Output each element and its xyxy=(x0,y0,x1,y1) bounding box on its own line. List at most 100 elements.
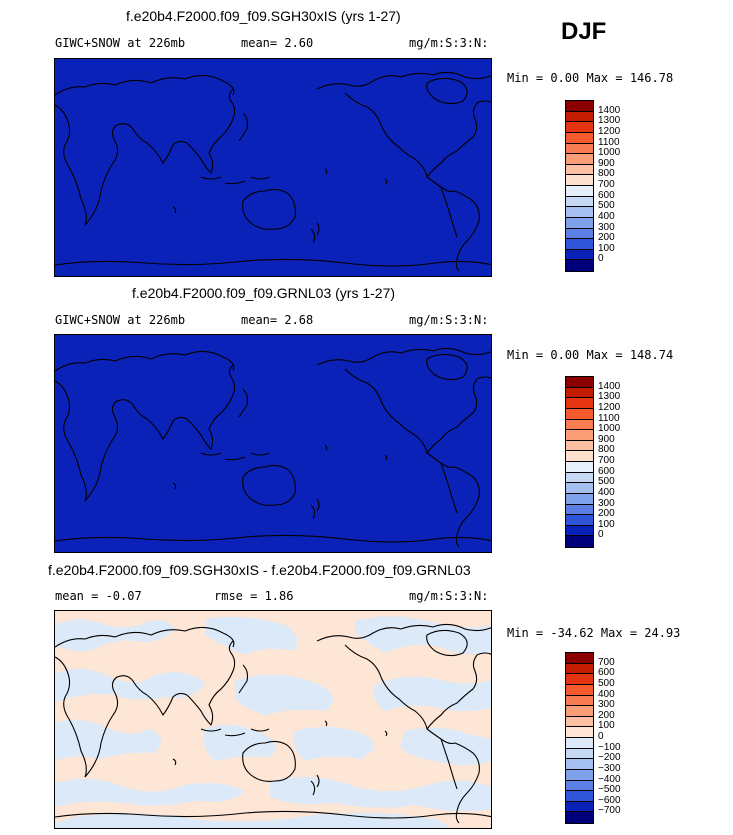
colorbar-swatch xyxy=(566,748,593,760)
colorbar-swatch xyxy=(566,175,593,186)
colorbar-swatch xyxy=(566,536,593,547)
colorbar-swatch xyxy=(566,217,593,229)
colorbar-label: 0 xyxy=(598,731,604,742)
colorbar-swatch xyxy=(566,249,593,261)
colorbar-swatch xyxy=(566,706,593,717)
colorbar-swatch xyxy=(566,440,593,452)
colorbar-label: 0 xyxy=(598,253,604,265)
colorbar-label: 1300 xyxy=(598,391,621,403)
colorbar-label: 500 xyxy=(598,200,615,212)
colorbar-label: −600 xyxy=(598,794,621,806)
colorbar-label: 600 xyxy=(598,667,615,679)
panel1-variable-label: GIWC+SNOW at 226mb xyxy=(55,36,186,50)
colorbar-swatch xyxy=(566,164,593,176)
panel2-mean: mean= 2.68 xyxy=(241,313,314,327)
colorbar-label: 700 xyxy=(598,179,615,190)
colorbar-swatch xyxy=(566,132,593,144)
colorbar-label: 1400 xyxy=(598,104,621,116)
colorbar-swatch xyxy=(566,716,593,728)
colorbar-label: 400 xyxy=(598,688,615,700)
colorbar-swatch xyxy=(566,812,593,823)
colorbar-swatch xyxy=(566,260,593,271)
panel3-colorbar xyxy=(565,652,594,824)
colorbar-label: 600 xyxy=(598,189,615,201)
colorbar-label: 1000 xyxy=(598,423,621,435)
colorbar-swatch xyxy=(566,462,593,473)
panel1-colorbar xyxy=(565,100,594,272)
colorbar-swatch xyxy=(566,653,593,664)
colorbar-swatch xyxy=(566,143,593,155)
colorbar-label: 400 xyxy=(598,210,615,222)
colorbar-label: −200 xyxy=(598,752,621,764)
colorbar-label: 700 xyxy=(598,455,615,466)
panel3-title: f.e20b4.F2000.f09_f09.SGH30xIS - f.e20b4… xyxy=(48,562,471,578)
colorbar-label: 0 xyxy=(598,529,604,541)
colorbar-label: 1100 xyxy=(598,136,620,148)
colorbar-swatch xyxy=(566,791,593,802)
colorbar-swatch xyxy=(566,154,593,165)
colorbar-label: 500 xyxy=(598,476,615,488)
colorbar-swatch xyxy=(566,769,593,781)
colorbar-swatch xyxy=(566,186,593,197)
colorbar-swatch xyxy=(566,377,593,388)
colorbar-swatch xyxy=(566,801,593,813)
colorbar-swatch xyxy=(566,111,593,123)
colorbar-label: 1400 xyxy=(598,380,621,392)
panel3-minmax: Min = -34.62 Max = 24.93 xyxy=(507,626,681,640)
colorbar-label: −400 xyxy=(598,773,621,785)
colorbar-label: 700 xyxy=(598,656,615,668)
panel2-variable-label: GIWC+SNOW at 226mb xyxy=(55,313,186,327)
colorbar-swatch xyxy=(566,674,593,685)
panel1-map xyxy=(54,58,492,277)
colorbar-swatch xyxy=(566,504,593,516)
colorbar-label: −100 xyxy=(598,741,621,753)
colorbar-label: 800 xyxy=(598,444,615,456)
colorbar-swatch xyxy=(566,727,593,738)
colorbar-swatch xyxy=(566,663,593,675)
colorbar-swatch xyxy=(566,515,593,526)
colorbar-swatch xyxy=(566,239,593,250)
colorbar-swatch xyxy=(566,419,593,431)
colorbar-swatch xyxy=(566,493,593,505)
colorbar-swatch xyxy=(566,408,593,420)
panel3-map xyxy=(54,610,492,829)
colorbar-label: 200 xyxy=(598,232,615,244)
colorbar-label: 600 xyxy=(598,465,615,477)
colorbar-label: 100 xyxy=(598,720,615,732)
colorbar-label: 100 xyxy=(598,518,615,530)
colorbar-label: 200 xyxy=(598,709,615,721)
colorbar-swatch xyxy=(566,738,593,749)
colorbar-swatch xyxy=(566,398,593,409)
colorbar-swatch xyxy=(566,122,593,133)
colorbar-label: 1300 xyxy=(598,115,621,127)
panel2-map xyxy=(54,334,492,553)
colorbar-swatch xyxy=(566,451,593,462)
colorbar-swatch xyxy=(566,525,593,537)
panel1-units: mg/m:S:3:N: xyxy=(409,36,489,50)
colorbar-label: 1100 xyxy=(598,412,620,424)
panel2-minmax: Min = 0.00 Max = 148.74 xyxy=(507,348,674,362)
colorbar-label: −500 xyxy=(598,784,621,796)
colorbar-swatch xyxy=(566,780,593,792)
colorbar-swatch xyxy=(566,684,593,696)
colorbar-swatch xyxy=(566,228,593,240)
colorbar-label: 400 xyxy=(598,486,615,498)
panel3-rmse: rmse = 1.86 xyxy=(214,589,294,603)
panel2-colorbar xyxy=(565,376,594,548)
colorbar-swatch xyxy=(566,196,593,208)
colorbar-label: 300 xyxy=(598,221,615,233)
colorbar-swatch xyxy=(566,207,593,218)
colorbar-label: −700 xyxy=(598,805,621,817)
colorbar-label: −300 xyxy=(598,762,621,774)
colorbar-swatch xyxy=(566,759,593,770)
colorbar-swatch xyxy=(566,695,593,707)
colorbar-label: 900 xyxy=(598,157,615,169)
colorbar-label: 1200 xyxy=(598,401,621,413)
colorbar-label: 900 xyxy=(598,433,615,445)
colorbar-swatch xyxy=(566,430,593,441)
colorbar-label: 800 xyxy=(598,168,615,180)
season-label: DJF xyxy=(561,18,607,45)
colorbar-label: 1000 xyxy=(598,147,621,159)
colorbar-label: 500 xyxy=(598,677,615,689)
colorbar-swatch xyxy=(566,472,593,484)
